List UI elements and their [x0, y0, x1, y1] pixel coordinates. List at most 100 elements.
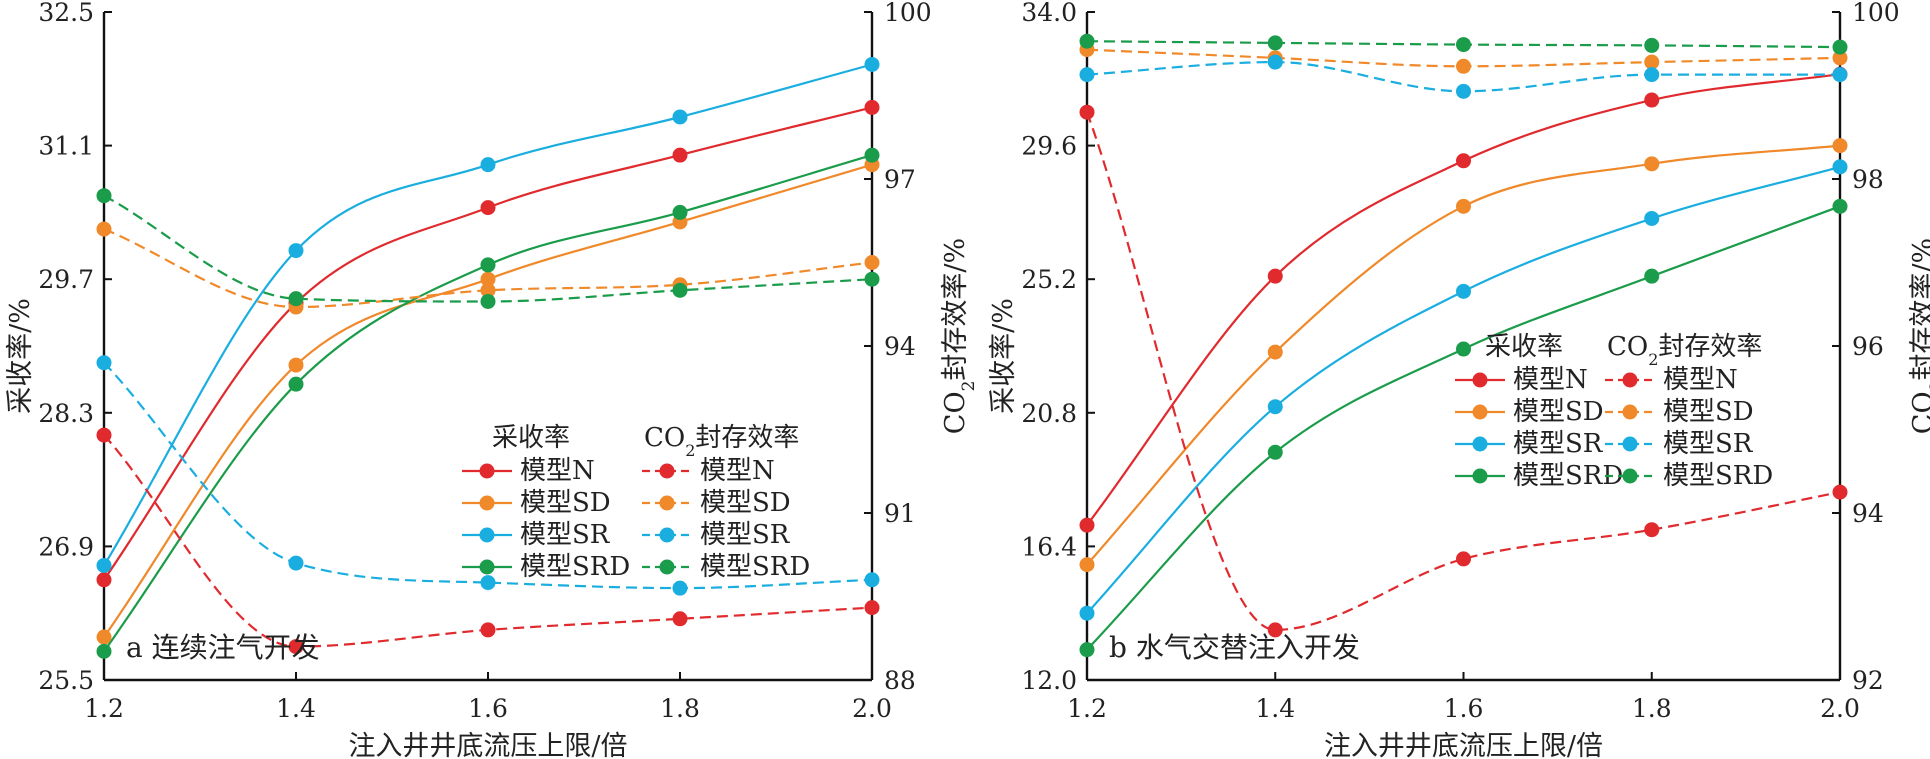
- storage-point: [1644, 37, 1660, 53]
- y2-tick-label: 96: [1852, 332, 1884, 361]
- legend-label-storage: 模型SR: [700, 520, 791, 550]
- recovery-line-模型SD: [1086, 144, 1841, 566]
- recovery-point: [1079, 557, 1095, 573]
- recovery-point: [864, 56, 880, 72]
- y2-axis-label: CO2封存效率/%: [940, 238, 979, 434]
- x-tick-label: 2.0: [1820, 694, 1860, 723]
- y-tick-label: 29.6: [1021, 132, 1077, 161]
- legend-title-storage: CO2封存效率: [1607, 332, 1762, 369]
- legend-label-recovery: 模型SRD: [1513, 461, 1623, 491]
- storage-point: [96, 427, 112, 443]
- y-axis-label: 采收率/%: [988, 298, 1019, 414]
- y-tick-label: 32.5: [38, 0, 94, 27]
- x-tick-label: 1.6: [1444, 694, 1484, 723]
- y2-tick-label: 94: [884, 332, 916, 361]
- legend-marker-recovery: [479, 463, 495, 479]
- storage-point: [1079, 67, 1095, 83]
- storage-point: [1832, 67, 1848, 83]
- x-tick-label: 1.4: [1255, 694, 1295, 723]
- recovery-point: [672, 147, 688, 163]
- legend-label-storage: 模型N: [1663, 365, 1738, 395]
- legend-marker-storage: [659, 527, 675, 543]
- y-tick-label: 20.8: [1021, 399, 1077, 428]
- x-tick-label: 1.2: [1067, 694, 1107, 723]
- storage-line-模型N: [1085, 111, 1841, 632]
- storage-point: [480, 575, 496, 591]
- legend-marker-storage: [1622, 372, 1638, 388]
- recovery-point: [96, 629, 112, 645]
- recovery-point: [480, 257, 496, 273]
- recovery-point: [864, 147, 880, 163]
- storage-point: [672, 611, 688, 627]
- recovery-point: [480, 200, 496, 216]
- y-tick-label: 16.4: [1021, 532, 1077, 561]
- storage-point: [480, 282, 496, 298]
- legend-marker-recovery: [1472, 436, 1488, 452]
- recovery-point: [864, 99, 880, 115]
- legend-label-storage: 模型SD: [1663, 397, 1754, 427]
- recovery-line-模型SD: [103, 163, 873, 638]
- legend-label-storage: 模型SR: [1663, 429, 1754, 459]
- recovery-point: [1456, 341, 1471, 357]
- storage-point: [288, 291, 304, 307]
- legend-marker-storage: [659, 495, 675, 511]
- recovery-point: [1456, 198, 1471, 214]
- storage-line-模型SR: [103, 361, 873, 590]
- legend-marker-storage: [1622, 404, 1638, 420]
- y2-tick-label: 92: [1852, 666, 1884, 695]
- recovery-point: [1267, 444, 1283, 460]
- legend-marker-storage: [659, 559, 675, 575]
- recovery-point: [1456, 283, 1471, 299]
- storage-point: [96, 221, 112, 237]
- legend-marker-recovery: [1472, 404, 1488, 420]
- y2-tick-label: 100: [884, 0, 932, 27]
- recovery-point: [1832, 159, 1848, 175]
- y-tick-label: 28.3: [38, 399, 94, 428]
- legend-label-recovery: 模型SR: [520, 520, 611, 550]
- storage-point: [1456, 83, 1471, 99]
- legend-label-recovery: 模型SR: [1513, 429, 1604, 459]
- recovery-point: [288, 376, 304, 392]
- storage-point: [480, 293, 496, 309]
- storage-point: [1079, 33, 1095, 49]
- legend-title-recovery: 采收率: [1485, 332, 1563, 362]
- storage-point: [672, 580, 688, 596]
- legend-marker-recovery: [479, 527, 495, 543]
- storage-point: [96, 355, 112, 371]
- storage-point: [1832, 39, 1848, 55]
- storage-point: [1644, 67, 1660, 83]
- recovery-point: [96, 643, 112, 659]
- legend-marker-storage: [659, 463, 675, 479]
- legend-label-storage: 模型SRD: [700, 552, 810, 582]
- y-tick-label: 25.5: [38, 666, 94, 695]
- storage-point: [1456, 551, 1471, 567]
- storage-point: [864, 572, 880, 588]
- x-tick-label: 1.4: [276, 694, 316, 723]
- storage-point: [1832, 50, 1848, 66]
- recovery-point: [1267, 399, 1283, 415]
- storage-point: [1267, 54, 1283, 70]
- storage-point: [96, 188, 112, 204]
- recovery-line-模型SRD: [1086, 205, 1841, 651]
- y-tick-label: 12.0: [1021, 666, 1077, 695]
- legend-label-recovery: 模型N: [520, 456, 595, 486]
- storage-point: [480, 622, 496, 638]
- storage-point: [864, 255, 880, 270]
- legend-marker-storage: [1622, 468, 1638, 484]
- recovery-point: [1832, 138, 1848, 154]
- legend-marker-recovery: [479, 559, 495, 575]
- legend-label-storage: 模型SRD: [1663, 461, 1773, 491]
- recovery-point: [1079, 605, 1095, 621]
- y-tick-label: 26.9: [38, 532, 94, 561]
- storage-point: [288, 555, 304, 571]
- recovery-point: [1267, 344, 1283, 360]
- recovery-point: [672, 109, 688, 125]
- y2-tick-label: 98: [1852, 165, 1884, 194]
- x-axis-label: 注入井井底流压上限/倍: [348, 731, 627, 759]
- recovery-point: [288, 243, 304, 259]
- panel-label: a 连续注气开发: [126, 631, 320, 664]
- recovery-point: [1644, 92, 1660, 108]
- storage-point: [288, 639, 304, 655]
